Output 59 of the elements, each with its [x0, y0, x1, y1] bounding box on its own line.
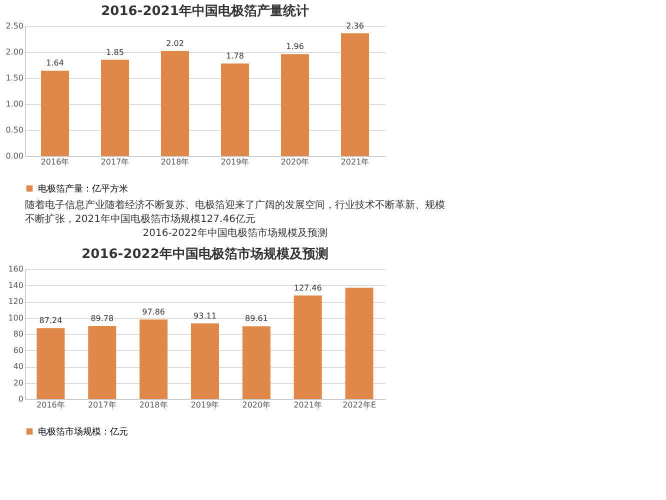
- chart-subtitle: 2016-2022年中国电极箔市场规模及预测: [142, 227, 328, 239]
- y-tick-label: 1.50: [6, 74, 24, 82]
- data-label: 89.61: [244, 314, 268, 324]
- y-tick-label: 160: [8, 264, 24, 274]
- text: 随着电子信息产业随着经济不断复苏、电极箔迎来了广阔的发展空间，行业技术不断革新、规模不断扩张，2021年中国电极箔市场规模127.46亿元: [25, 199, 445, 225]
- bar: [88, 326, 116, 399]
- x-tick-label: 2016年: [40, 158, 70, 166]
- chart-title: 2016-2021年中国电极箔产量统计: [101, 3, 309, 19]
- y-tick-label: 60: [13, 346, 24, 355]
- y-tick-label: 40: [13, 362, 24, 371]
- x-tick-label: 2016年: [36, 400, 65, 410]
- x-tick-label: 2020年: [242, 400, 271, 410]
- bar: [221, 63, 249, 156]
- bar: [345, 288, 374, 399]
- bar: [281, 54, 309, 156]
- x-tick-label: 2021年: [294, 400, 322, 410]
- y-tick-label: 0: [18, 394, 24, 404]
- bar: [36, 328, 65, 399]
- x-tick-label: 2022年E: [342, 400, 376, 410]
- y-tick-label: 1.00: [6, 100, 24, 108]
- bar: [101, 60, 129, 156]
- data-label: 97.86: [142, 307, 166, 316]
- y-tick-label: 20: [13, 378, 24, 388]
- y-tick-label: 140: [8, 280, 24, 290]
- data-label: 1.85: [106, 48, 124, 57]
- x-tick-label: 2021年: [340, 158, 370, 166]
- x-tick-label: 2020年: [280, 158, 310, 166]
- data-label: 87.24: [39, 316, 62, 326]
- chart-title: 2016-2022年中国电极箔市场规模及预测: [82, 246, 328, 262]
- data-label: 2.36: [346, 21, 364, 30]
- y-tick-label: 100: [8, 313, 24, 322]
- bar: [161, 50, 189, 156]
- legend-label: 电极箔产量：亿平方米: [38, 184, 128, 194]
- bar: [140, 319, 168, 399]
- data-label: 89.78: [90, 314, 114, 324]
- y-tick-label: 0.00: [6, 152, 24, 160]
- data-label: 2.02: [166, 38, 184, 48]
- bar: [242, 326, 270, 399]
- data-label: 93.11: [194, 311, 216, 320]
- y-tick-label: 2.00: [6, 48, 24, 56]
- x-tick-label: 2018年: [160, 158, 190, 166]
- bar: [191, 323, 219, 399]
- data-label: 1.78: [226, 51, 244, 60]
- x-tick-label: 2017年: [88, 400, 116, 410]
- data-label: 1.64: [46, 58, 64, 68]
- y-tick-label: 0.50: [6, 126, 24, 134]
- data-label: 1.96: [286, 42, 304, 52]
- data-label: 127.46: [294, 283, 322, 292]
- bar: [41, 70, 69, 156]
- bar: [341, 33, 369, 156]
- x-tick-label: 2017年: [100, 158, 130, 166]
- bar: [294, 295, 322, 399]
- y-tick-label: 80: [13, 330, 24, 338]
- x-tick-label: 2018年: [139, 400, 168, 410]
- x-tick-label: 2019年: [220, 158, 250, 166]
- legend-label: 电极箔市场规模：亿元: [38, 426, 128, 438]
- y-tick-label: 2.50: [6, 22, 24, 30]
- x-tick-label: 2019年: [190, 400, 220, 410]
- y-tick-label: 120: [8, 297, 24, 306]
